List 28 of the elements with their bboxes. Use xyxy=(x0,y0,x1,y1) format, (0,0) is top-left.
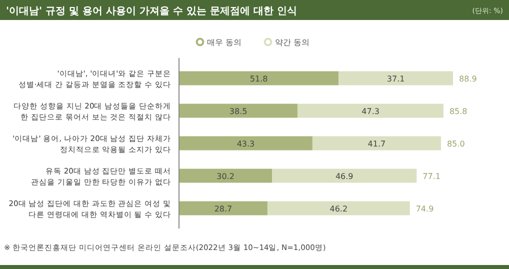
bar xyxy=(179,71,339,86)
legend-label: 매우 동의 xyxy=(207,38,242,47)
total-label: 85.0 xyxy=(446,139,465,148)
data-label: 46.2 xyxy=(330,204,348,214)
total-label: 74.9 xyxy=(416,204,434,214)
data-label: 38.5 xyxy=(229,106,248,116)
data-label: 37.1 xyxy=(386,74,405,84)
bar xyxy=(179,201,268,216)
bar xyxy=(312,136,441,150)
bar xyxy=(267,201,410,216)
bar xyxy=(179,104,298,118)
chart-title: '이대남' 규정 및 용어 사용이 가져올 수 있는 문제점에 대한 인식 xyxy=(6,6,297,17)
data-label: 41.7 xyxy=(368,139,386,148)
legend-label: 약간 동의 xyxy=(275,38,310,47)
total-label: 77.1 xyxy=(422,172,440,181)
bar xyxy=(272,168,417,183)
bar xyxy=(298,104,444,118)
bar xyxy=(179,168,272,183)
data-label: 46.9 xyxy=(335,172,354,181)
data-label: 28.7 xyxy=(214,204,232,214)
bar xyxy=(338,71,453,86)
bar xyxy=(179,136,312,150)
data-label: 47.3 xyxy=(362,106,380,116)
total-label: 85.8 xyxy=(449,106,468,116)
total-label: 88.9 xyxy=(459,74,477,84)
data-label: 30.2 xyxy=(216,172,234,181)
data-label: 51.8 xyxy=(250,74,268,84)
data-label: 43.3 xyxy=(236,139,255,148)
